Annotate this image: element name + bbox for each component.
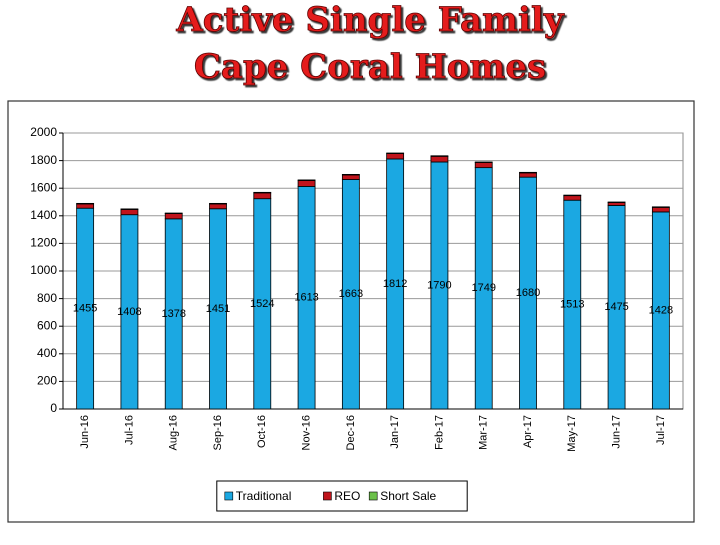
y-tick-label: 400 bbox=[37, 346, 57, 360]
data-label: 1455 bbox=[73, 303, 97, 315]
legend: Traditional REO Short Sale bbox=[216, 480, 468, 512]
data-label: 1680 bbox=[516, 287, 540, 299]
bar-segment bbox=[341, 174, 360, 180]
bar-segment bbox=[607, 202, 626, 206]
x-tick-label: Mar-17 bbox=[478, 415, 490, 450]
data-label: 1524 bbox=[250, 298, 274, 310]
data-label: 1428 bbox=[649, 304, 673, 316]
x-tick-label: Dec-16 bbox=[345, 415, 357, 450]
bar-segment bbox=[253, 191, 272, 194]
bar-segment bbox=[386, 153, 405, 160]
bar-segment bbox=[474, 162, 493, 169]
bar-segment bbox=[297, 180, 316, 187]
bar-segment bbox=[76, 202, 95, 205]
bar-segment bbox=[76, 203, 95, 209]
data-label: 1408 bbox=[117, 306, 141, 318]
y-tick-label: 800 bbox=[37, 291, 57, 305]
y-tick-label: 1800 bbox=[30, 153, 57, 167]
bar-segment bbox=[341, 173, 360, 176]
data-label: 1475 bbox=[604, 301, 628, 313]
x-tick-label: Aug-16 bbox=[168, 415, 180, 450]
x-tick-label: Feb-17 bbox=[433, 415, 445, 450]
y-tick-label: 0 bbox=[50, 401, 57, 415]
bar-segment bbox=[430, 155, 449, 157]
x-tick-label: Jun-16 bbox=[79, 415, 91, 449]
bar-segment bbox=[474, 161, 493, 163]
bar-segment bbox=[651, 206, 670, 213]
legend-label: Short Sale bbox=[380, 489, 436, 503]
data-label: 1790 bbox=[427, 279, 451, 291]
data-label: 1663 bbox=[339, 288, 363, 300]
bar-segment bbox=[209, 203, 227, 210]
bar-segment bbox=[297, 179, 316, 181]
y-tick-label: 1400 bbox=[30, 208, 57, 222]
legend-box bbox=[216, 480, 468, 512]
bar-segment bbox=[430, 155, 449, 163]
x-tick-label: Sep-16 bbox=[212, 415, 224, 450]
bar-segment bbox=[607, 201, 626, 203]
legend-label: Traditional bbox=[236, 489, 292, 503]
chart-title: Active Single Family bbox=[175, 0, 564, 40]
x-tick-label: Apr-17 bbox=[522, 415, 534, 448]
data-label: 1451 bbox=[206, 303, 230, 315]
bar-segment bbox=[120, 208, 139, 210]
legend-swatch bbox=[368, 491, 378, 501]
bar-segment bbox=[651, 206, 670, 208]
y-tick-label: 2000 bbox=[30, 125, 57, 139]
x-tick-label: Jul-16 bbox=[123, 415, 135, 445]
legend-swatch bbox=[224, 491, 234, 501]
x-tick-label: Jul-17 bbox=[655, 415, 667, 445]
bar-segment bbox=[164, 212, 183, 214]
bar-segment bbox=[563, 194, 582, 197]
x-tick-label: Jan-17 bbox=[389, 415, 401, 449]
bar-segment bbox=[120, 209, 139, 216]
y-tick-label: 200 bbox=[37, 374, 57, 388]
y-tick-label: 600 bbox=[37, 318, 57, 332]
bar-segment bbox=[209, 202, 227, 205]
x-tick-label: Nov-16 bbox=[300, 415, 312, 450]
legend-label: REO bbox=[334, 489, 360, 503]
data-label: 1749 bbox=[471, 282, 495, 294]
bar-segment bbox=[563, 195, 582, 201]
bar-segment bbox=[164, 213, 183, 220]
x-tick-label: Jun-17 bbox=[610, 415, 622, 449]
data-label: 1812 bbox=[383, 278, 407, 290]
y-tick-label: 1600 bbox=[30, 180, 57, 194]
x-tick-label: May-17 bbox=[566, 415, 578, 452]
data-label: 1378 bbox=[161, 308, 185, 320]
x-tick-label: Oct-16 bbox=[256, 415, 268, 448]
data-label: 1513 bbox=[560, 299, 584, 311]
legend-swatch bbox=[323, 491, 332, 501]
bar-segment bbox=[386, 152, 405, 154]
data-label: 1613 bbox=[294, 292, 318, 304]
y-tick-label: 1200 bbox=[30, 236, 57, 250]
chart-title: Cape Coral Homes bbox=[194, 47, 546, 87]
bar-segment bbox=[519, 172, 537, 178]
bar-segment bbox=[253, 192, 272, 200]
bar-segment bbox=[519, 171, 537, 174]
y-tick-label: 1000 bbox=[30, 263, 57, 277]
